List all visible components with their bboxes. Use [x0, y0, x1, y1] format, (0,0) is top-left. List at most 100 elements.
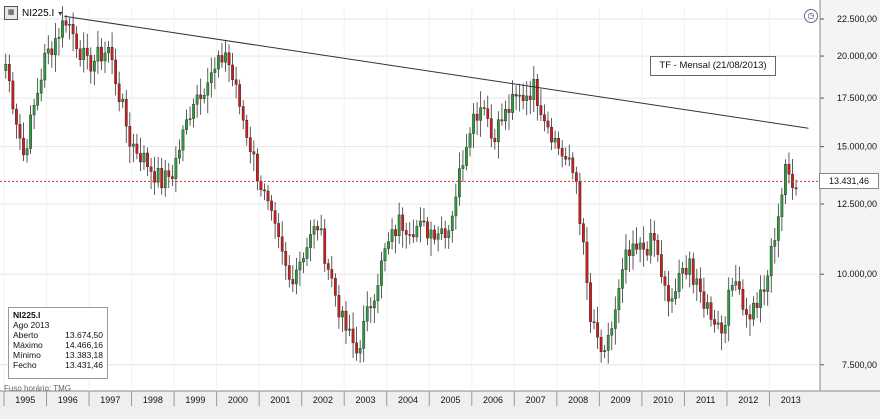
info-value: 13.383,18: [65, 350, 103, 360]
candle-body: [755, 302, 759, 308]
candle-body: [96, 46, 100, 62]
candle-body: [472, 113, 475, 134]
info-value: 13.674,50: [65, 330, 103, 340]
candle-body: [578, 181, 582, 224]
x-tick-label: 1998: [143, 395, 163, 405]
candle-body: [163, 170, 167, 189]
candle-body: [521, 94, 525, 101]
candle-body: [22, 137, 25, 156]
candle-body: [128, 126, 132, 147]
candle-body: [330, 269, 334, 279]
info-period: Ago 2013: [13, 320, 50, 330]
y-axis: 22.500,00 20.000,00 17.500,00 15.000,00 12.5…: [820, 14, 877, 370]
candle-body: [355, 342, 358, 354]
candle-body: [64, 20, 68, 26]
candle-body: [631, 243, 635, 256]
candle-body: [518, 94, 522, 97]
candle-body: [504, 109, 507, 122]
candle-body: [287, 265, 291, 280]
candle-body: [642, 242, 646, 250]
candle-body: [628, 249, 631, 256]
candle-body: [691, 258, 695, 285]
candle-body: [447, 230, 451, 238]
candle-body: [259, 180, 263, 191]
candle-body: [312, 226, 316, 235]
candle-body: [18, 124, 22, 139]
info-label: Fecho: [13, 360, 37, 370]
candle-body: [567, 157, 571, 160]
price-axis-panel: [820, 0, 880, 391]
candle-body: [319, 228, 323, 231]
candle-body: [737, 281, 741, 290]
candle-body: [167, 170, 171, 177]
candle-body: [762, 289, 766, 292]
x-tick-label: 2010: [653, 395, 673, 405]
candle-body: [110, 46, 114, 61]
candle-body: [107, 46, 110, 54]
candle-body: [245, 120, 249, 138]
candle-body: [160, 168, 164, 189]
x-tick-label: 1996: [58, 395, 78, 405]
info-label: Mínimo: [13, 350, 41, 360]
candle-body: [589, 282, 592, 322]
candle-body: [348, 328, 351, 331]
timeframe-note: TF - Mensal (21/08/2013): [650, 56, 776, 76]
candle-body: [489, 118, 493, 139]
candle-body: [688, 258, 692, 275]
info-row-high: Máximo 14.466,16: [13, 340, 103, 350]
candle-body: [337, 295, 341, 318]
candle-body: [560, 148, 564, 157]
candle-body: [635, 243, 638, 250]
symbol-name: NI225.I: [22, 7, 55, 19]
trendline[interactable]: [64, 15, 809, 129]
candle-body: [192, 104, 195, 119]
x-tick-label: 2008: [568, 395, 588, 405]
candle-body: [149, 166, 153, 172]
candle-body: [496, 119, 500, 143]
candle-body: [362, 320, 366, 349]
candle-body: [720, 322, 724, 334]
candle-body: [294, 269, 298, 285]
candle-body: [298, 261, 302, 271]
candle-body: [415, 226, 419, 238]
candle-body: [507, 109, 511, 113]
chevron-down-icon[interactable]: ▾: [58, 8, 63, 18]
candle-body: [766, 275, 770, 292]
candle-body: [224, 52, 227, 63]
candle-body: [302, 258, 305, 263]
candle-body: [89, 55, 93, 72]
candle-body: [539, 105, 543, 115]
candle-body: [752, 302, 755, 320]
info-value: 13.431,46: [65, 360, 103, 370]
candle-body: [82, 47, 86, 60]
candle-body: [458, 168, 461, 198]
clock-icon[interactable]: ◷: [804, 9, 818, 23]
candle-body: [146, 152, 149, 168]
candle-body: [585, 241, 589, 283]
candle-body: [411, 234, 415, 238]
candle-body: [592, 321, 596, 323]
candle-body: [613, 309, 617, 329]
symbol-selector[interactable]: ▦ NI225.I ▾: [4, 5, 62, 21]
y-tick-label: 12.500,00: [837, 199, 877, 209]
info-row-low: Mínimo 13.383,18: [13, 350, 103, 360]
candle-body: [674, 291, 677, 299]
candle-body: [344, 310, 348, 331]
candle-body: [387, 241, 390, 249]
candle-body: [351, 328, 355, 344]
candle-body: [333, 278, 337, 296]
candle-body: [305, 247, 309, 259]
candle-body: [397, 214, 401, 237]
candle-body: [326, 263, 330, 270]
candle-body: [645, 249, 649, 256]
candle-body: [114, 59, 118, 85]
candle-body: [170, 176, 174, 179]
candle-body: [380, 260, 383, 286]
candle-body: [610, 328, 614, 336]
candle-body: [638, 242, 642, 250]
candle-body: [454, 196, 458, 217]
candle-body: [220, 55, 224, 63]
candle-body: [543, 114, 546, 122]
candle-body: [54, 38, 57, 56]
chart-type-icon[interactable]: ▦: [4, 6, 18, 20]
